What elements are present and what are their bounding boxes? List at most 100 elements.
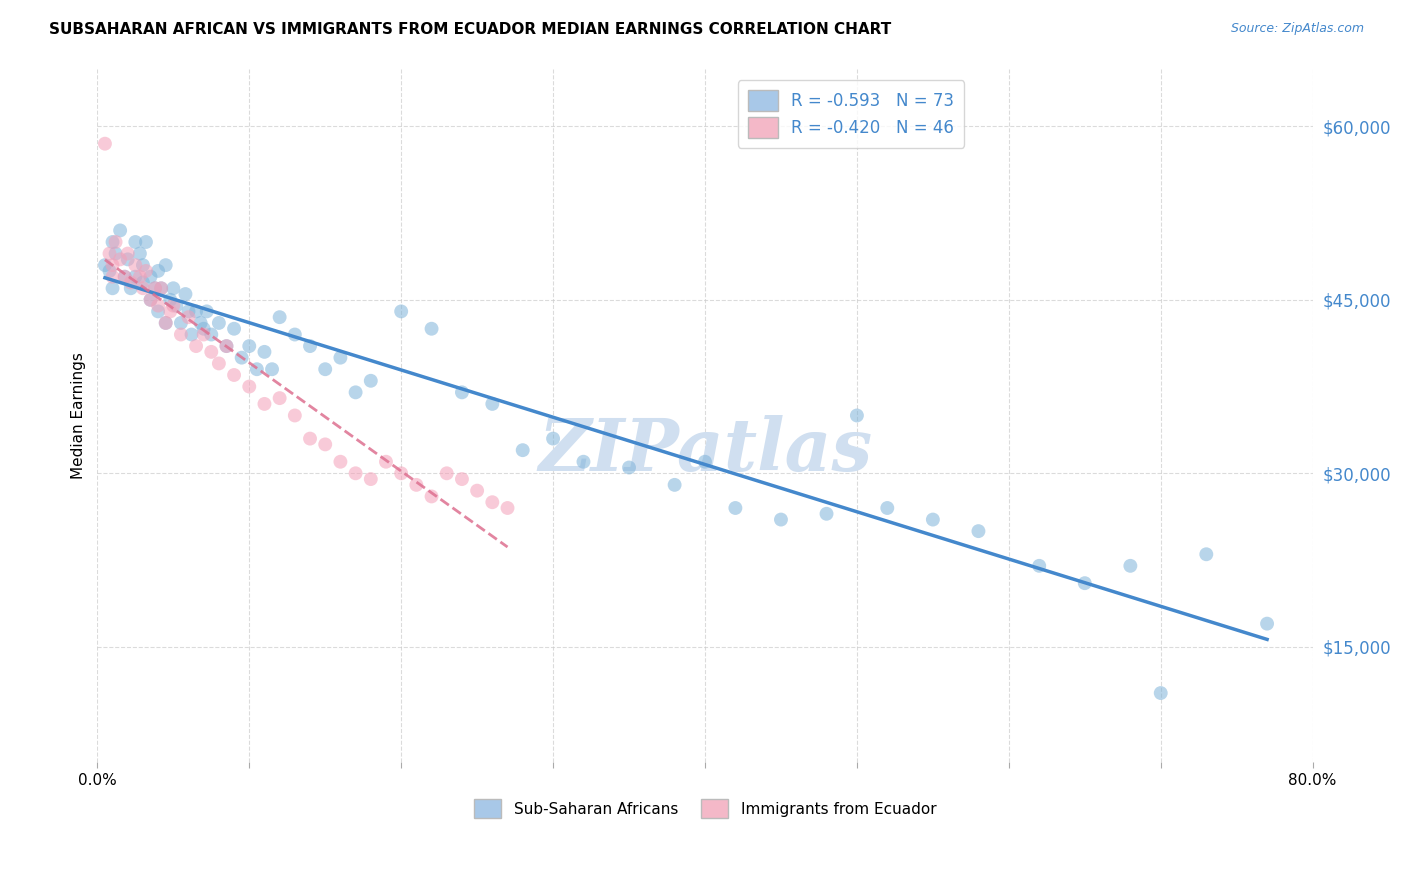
Point [101, 235, 124, 249]
Point [572, 455, 595, 469]
Point [108, 223, 131, 237]
Point [146, 304, 169, 318]
Point [253, 397, 276, 411]
Point [98, 246, 121, 260]
Point [101, 269, 124, 284]
Point [1028, 558, 1050, 573]
Point [139, 293, 162, 307]
Point [139, 269, 162, 284]
Point [150, 281, 173, 295]
Point [180, 327, 202, 342]
Point [375, 455, 398, 469]
Point [284, 327, 307, 342]
Point [329, 455, 352, 469]
Point [117, 252, 139, 267]
Point [165, 299, 187, 313]
Legend: Sub-Saharan Africans, Immigrants from Ecuador: Sub-Saharan Africans, Immigrants from Ec… [468, 793, 942, 824]
Point [104, 246, 127, 260]
Point [101, 281, 124, 295]
Point [208, 316, 231, 330]
Point [512, 443, 534, 458]
Point [132, 258, 155, 272]
Point [184, 339, 207, 353]
Point [208, 356, 231, 370]
Point [143, 281, 166, 295]
Point [664, 478, 686, 492]
Point [344, 385, 367, 400]
Point [238, 339, 260, 353]
Point [162, 281, 184, 295]
Point [845, 409, 868, 423]
Point [104, 235, 127, 249]
Point [114, 269, 136, 284]
Point [541, 432, 564, 446]
Point [128, 269, 150, 284]
Point [155, 258, 177, 272]
Point [117, 246, 139, 260]
Point [200, 327, 222, 342]
Point [150, 281, 173, 295]
Point [162, 299, 184, 313]
Point [815, 507, 838, 521]
Point [329, 351, 352, 365]
Point [124, 269, 146, 284]
Point [724, 501, 747, 516]
Point [451, 385, 474, 400]
Point [98, 264, 121, 278]
Point [177, 310, 200, 325]
Point [215, 339, 238, 353]
Text: Source: ZipAtlas.com: Source: ZipAtlas.com [1230, 22, 1364, 36]
Point [128, 246, 150, 260]
Point [921, 512, 943, 526]
Point [184, 304, 207, 318]
Text: SUBSAHARAN AFRICAN VS IMMIGRANTS FROM ECUADOR MEDIAN EARNINGS CORRELATION CHART: SUBSAHARAN AFRICAN VS IMMIGRANTS FROM EC… [49, 22, 891, 37]
Text: ZIPatlas: ZIPatlas [538, 415, 872, 485]
Point [284, 409, 307, 423]
Point [114, 269, 136, 284]
Point [389, 467, 412, 481]
Point [143, 281, 166, 295]
Point [222, 368, 245, 382]
Point [193, 322, 215, 336]
Point [231, 351, 253, 365]
Point [174, 287, 197, 301]
Point [389, 304, 412, 318]
Point [253, 344, 276, 359]
Point [693, 455, 716, 469]
Point [420, 490, 443, 504]
Point [120, 276, 142, 290]
Point [195, 304, 218, 318]
Point [617, 460, 640, 475]
Point [1119, 558, 1142, 573]
Point [94, 258, 117, 272]
Point [238, 379, 260, 393]
Point [146, 264, 169, 278]
Point [120, 281, 142, 295]
Point [436, 467, 458, 481]
Point [481, 397, 503, 411]
Point [360, 374, 382, 388]
Point [496, 501, 519, 516]
Point [170, 316, 193, 330]
Point [193, 327, 215, 342]
Point [155, 316, 177, 330]
Point [1195, 547, 1218, 561]
Point [135, 264, 157, 278]
Point [1074, 576, 1097, 591]
Point [269, 310, 291, 325]
Point [124, 235, 146, 249]
Point [200, 344, 222, 359]
Point [1150, 686, 1173, 700]
Y-axis label: Median Earnings: Median Earnings [72, 352, 86, 479]
Point [246, 362, 269, 376]
Point [190, 316, 212, 330]
Point [299, 432, 322, 446]
Point [139, 293, 162, 307]
Point [124, 258, 146, 272]
Point [405, 478, 427, 492]
Point [451, 472, 474, 486]
Point [222, 322, 245, 336]
Point [299, 339, 322, 353]
Point [876, 501, 898, 516]
Point [101, 258, 124, 272]
